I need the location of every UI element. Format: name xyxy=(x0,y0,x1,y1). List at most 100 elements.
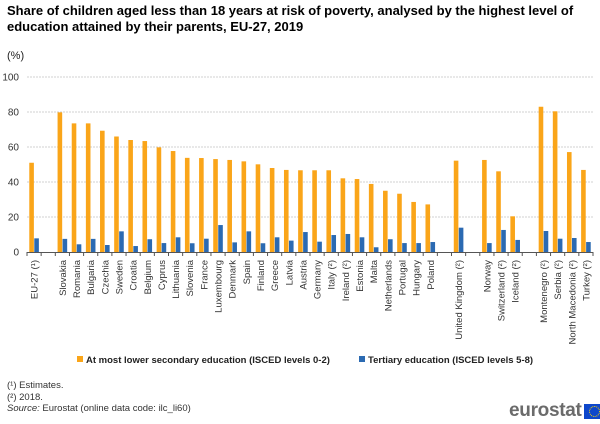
x-tick-label: Poland xyxy=(426,260,437,290)
bar-tertiary xyxy=(232,242,237,252)
bar-lower-secondary xyxy=(383,190,388,252)
bar-lower-secondary xyxy=(57,112,63,252)
bar-lower-secondary xyxy=(453,160,459,252)
bar-tertiary xyxy=(246,231,252,252)
x-tick-label: United Kingdom (²) xyxy=(454,260,465,340)
bar-lower-secondary xyxy=(283,169,289,252)
x-tick-label: Slovakia xyxy=(58,259,69,296)
bar-tertiary xyxy=(34,238,39,252)
y-tick-label: 0 xyxy=(13,248,19,259)
gridlines xyxy=(27,76,593,218)
bar-tertiary xyxy=(557,238,563,252)
x-tick-label: Czechia xyxy=(100,259,111,294)
bar-tertiary xyxy=(288,240,294,252)
bar-lower-secondary xyxy=(269,168,275,252)
bar-tertiary xyxy=(487,243,492,252)
y-tick-label: 20 xyxy=(8,213,20,224)
x-tick-label: Serbia (²) xyxy=(553,260,564,300)
bar-chart: 0 20 40 60 80 100 EU-27 (¹) Slovakia Romania Bul… xyxy=(2,73,594,344)
bar-tertiary xyxy=(90,238,96,252)
source-text: Eurostat (online data code: ilc_li60) xyxy=(39,403,191,414)
bar-lower-secondary xyxy=(114,136,119,252)
bar-lower-secondary xyxy=(566,152,572,252)
bar-tertiary xyxy=(402,243,407,252)
y-tick-label: 40 xyxy=(8,178,20,189)
eu-flag-icon xyxy=(583,403,600,419)
legend-swatch-orange xyxy=(77,356,83,362)
bar-lower-secondary xyxy=(128,140,133,252)
bar-tertiary xyxy=(458,227,464,252)
bar-lower-secondary xyxy=(552,111,558,252)
bar-tertiary xyxy=(571,238,577,252)
bar-tertiary xyxy=(543,231,549,252)
bar-lower-secondary xyxy=(425,204,431,252)
bar-lower-secondary xyxy=(298,170,303,252)
x-tick-label: Sweden xyxy=(114,260,125,294)
footnote-estimates: (¹) Estimates. xyxy=(7,380,64,391)
y-axis-ticks: 0 20 40 60 80 100 xyxy=(2,73,19,259)
bar-tertiary xyxy=(430,242,436,252)
unit-label: (%) xyxy=(7,50,25,62)
x-tick-label: Slovenia xyxy=(185,259,196,296)
bar-lower-secondary xyxy=(496,171,501,252)
logo-text: eurostat xyxy=(509,400,582,421)
bar-lower-secondary xyxy=(170,151,176,252)
bar-tertiary xyxy=(161,243,167,252)
x-tick-label: Portugal xyxy=(397,260,408,295)
x-tick-label: North Macedonia (²) xyxy=(567,260,578,344)
bar-lower-secondary xyxy=(312,170,317,252)
x-tick-label: Latvia xyxy=(284,259,295,285)
y-tick-label: 60 xyxy=(8,143,20,154)
eurostat-logo: eurostat xyxy=(509,400,600,422)
bar-tertiary xyxy=(175,237,181,252)
x-tick-label: Italy (²) xyxy=(327,260,338,290)
x-tick-label: Montenegro (²) xyxy=(539,260,550,323)
x-tick-label: Finland xyxy=(256,260,267,291)
chart-title: Share of children aged less than 18 year… xyxy=(7,3,574,34)
bar-tertiary xyxy=(147,239,153,252)
bars xyxy=(29,106,591,252)
bar-tertiary xyxy=(133,246,138,252)
bar-tertiary xyxy=(260,243,266,252)
bar-lower-secondary xyxy=(411,201,416,252)
x-tick-label: Austria xyxy=(298,259,309,289)
y-tick-label: 80 xyxy=(8,108,20,119)
legend-swatch-blue xyxy=(359,356,365,362)
bar-lower-secondary xyxy=(397,193,402,252)
bar-lower-secondary xyxy=(538,106,544,252)
y-tick-label: 100 xyxy=(2,73,19,84)
x-tick-label: Switzerland (²) xyxy=(497,260,508,321)
bar-tertiary xyxy=(345,233,351,252)
x-tick-label: Cyprus xyxy=(157,260,168,290)
bar-tertiary xyxy=(331,235,337,252)
source-line: Source: Eurostat (online data code: ilc_… xyxy=(7,403,191,415)
bar-tertiary xyxy=(515,239,520,252)
bar-lower-secondary xyxy=(213,159,218,252)
bar-lower-secondary xyxy=(227,159,232,252)
bar-lower-secondary xyxy=(184,157,190,252)
x-tick-label: Malta xyxy=(369,259,380,283)
x-tick-label: Bulgaria xyxy=(86,259,97,295)
bar-lower-secondary xyxy=(510,216,515,252)
bar-tertiary xyxy=(303,232,308,252)
x-tick-label: Lithuania xyxy=(171,259,182,298)
bar-lower-secondary xyxy=(142,141,148,252)
x-tick-label: Ireland (²) xyxy=(341,260,352,301)
x-tick-label: Luxembourg xyxy=(214,260,225,313)
x-tick-label: Romania xyxy=(72,259,83,298)
bar-lower-secondary xyxy=(368,183,374,252)
bar-tertiary xyxy=(62,238,68,252)
footnotes: (¹) Estimates. (²) 2018. Source: Eurosta… xyxy=(7,380,191,415)
bar-tertiary xyxy=(373,247,379,252)
x-tick-label: Denmark xyxy=(228,260,239,299)
bar-lower-secondary xyxy=(199,158,204,252)
bar-lower-secondary xyxy=(71,123,77,252)
bar-lower-secondary xyxy=(156,147,162,252)
x-axis xyxy=(26,252,594,256)
legend-item-lower-secondary[interactable]: At most lower secondary education (ISCED… xyxy=(77,355,330,366)
bar-lower-secondary xyxy=(581,169,586,252)
legend-item-tertiary[interactable]: Tertiary education (ISCED levels 5-8) xyxy=(359,355,533,366)
bar-tertiary xyxy=(274,237,280,252)
bar-tertiary xyxy=(119,231,124,252)
legend-label: At most lower secondary education (ISCED… xyxy=(86,355,330,366)
